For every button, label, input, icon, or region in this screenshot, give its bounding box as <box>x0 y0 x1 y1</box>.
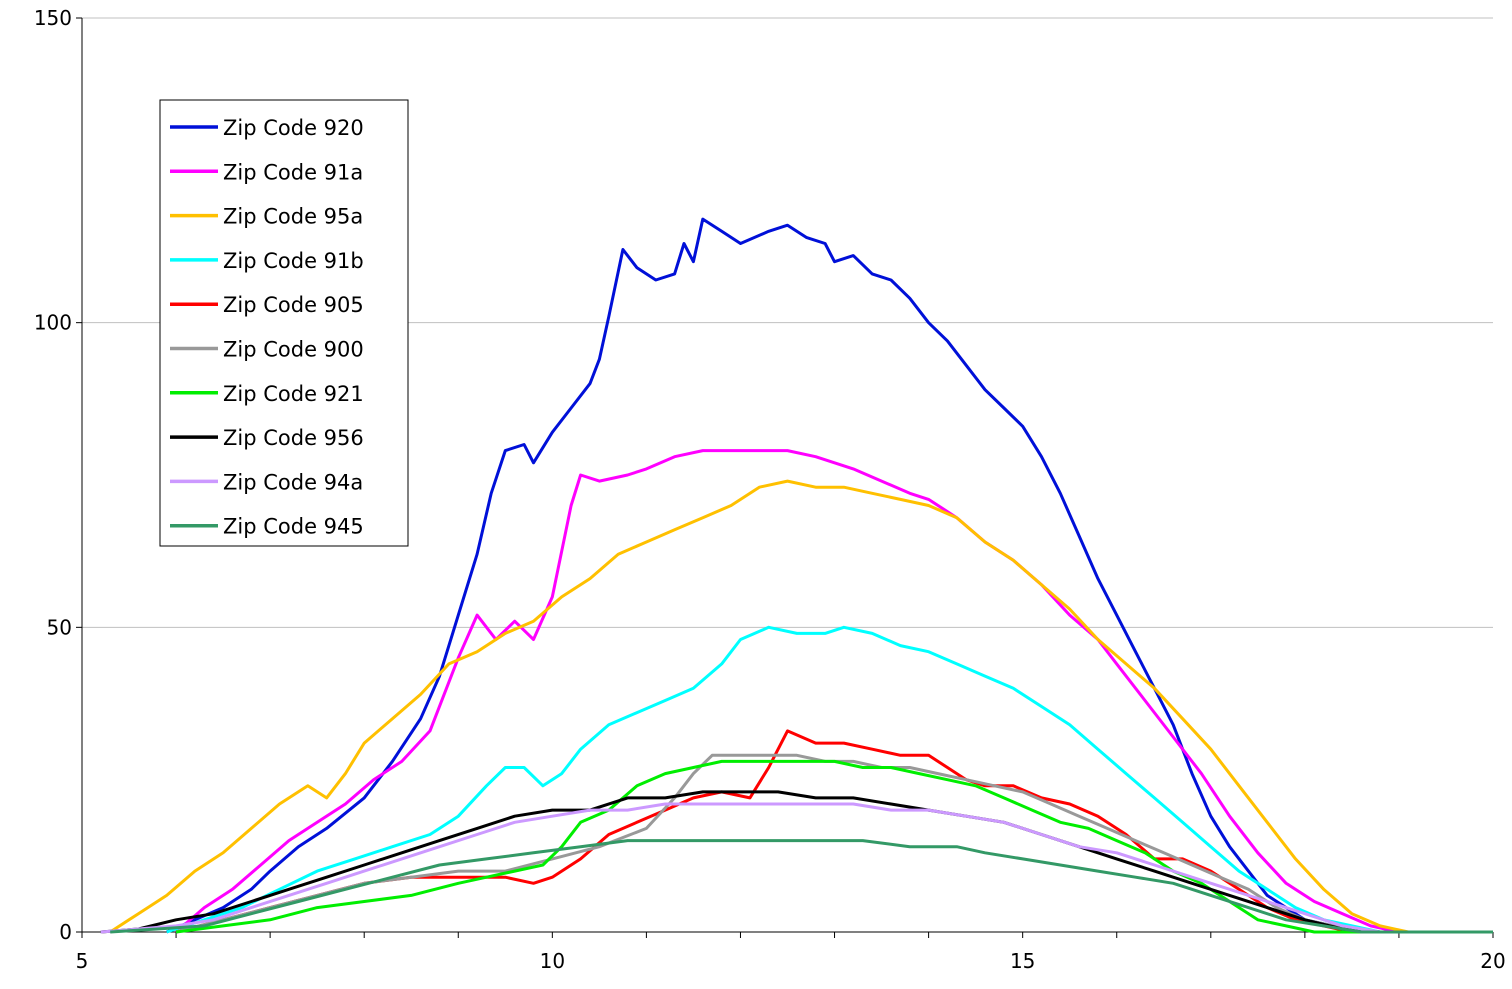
series-line-9 <box>110 839 1493 934</box>
series-line-3 <box>166 625 1493 934</box>
x-tick-label-1: 10 <box>540 949 565 973</box>
legend-label-2: Zip Code 95a <box>223 205 363 229</box>
series-line-1 <box>175 449 1493 934</box>
legend-label-3: Zip Code 91b <box>223 249 364 273</box>
legend-label-7: Zip Code 956 <box>223 426 364 450</box>
series-line-0 <box>166 217 1493 934</box>
x-tick-label-3: 20 <box>1480 949 1505 973</box>
series-line-6 <box>175 759 1493 934</box>
x-tick-label-0: 5 <box>76 949 89 973</box>
y-tick-label-2: 100 <box>34 311 72 335</box>
series-lines <box>100 217 1493 934</box>
legend-label-8: Zip Code 94a <box>223 470 363 494</box>
legend-label-9: Zip Code 945 <box>223 515 364 539</box>
y-tick-label-3: 150 <box>34 6 72 30</box>
legend-label-1: Zip Code 91a <box>223 160 363 184</box>
series-line-8 <box>100 802 1493 934</box>
legend-box <box>159 99 409 547</box>
legend-label-6: Zip Code 921 <box>223 382 364 406</box>
series-line-5 <box>175 753 1493 934</box>
legend-label-0: Zip Code 920 <box>223 116 364 140</box>
x-axis-ticks: 5 10 15 20 <box>76 932 1506 973</box>
series-line-2 <box>109 479 1493 934</box>
legend-label-4: Zip Code 905 <box>223 293 364 317</box>
axes <box>81 18 1493 933</box>
y-tick-label-1: 50 <box>47 615 72 639</box>
legend-label-5: Zip Code 900 <box>223 338 364 362</box>
legend: Zip Code 920 Zip Code 91a Zip Code 95a Zip … <box>159 99 409 547</box>
y-tick-label-0: 0 <box>59 920 72 944</box>
series-line-7 <box>100 790 1493 934</box>
x-tick-label-2: 15 <box>1010 949 1035 973</box>
y-axis-ticks: 0 50 100 150 <box>34 6 82 944</box>
